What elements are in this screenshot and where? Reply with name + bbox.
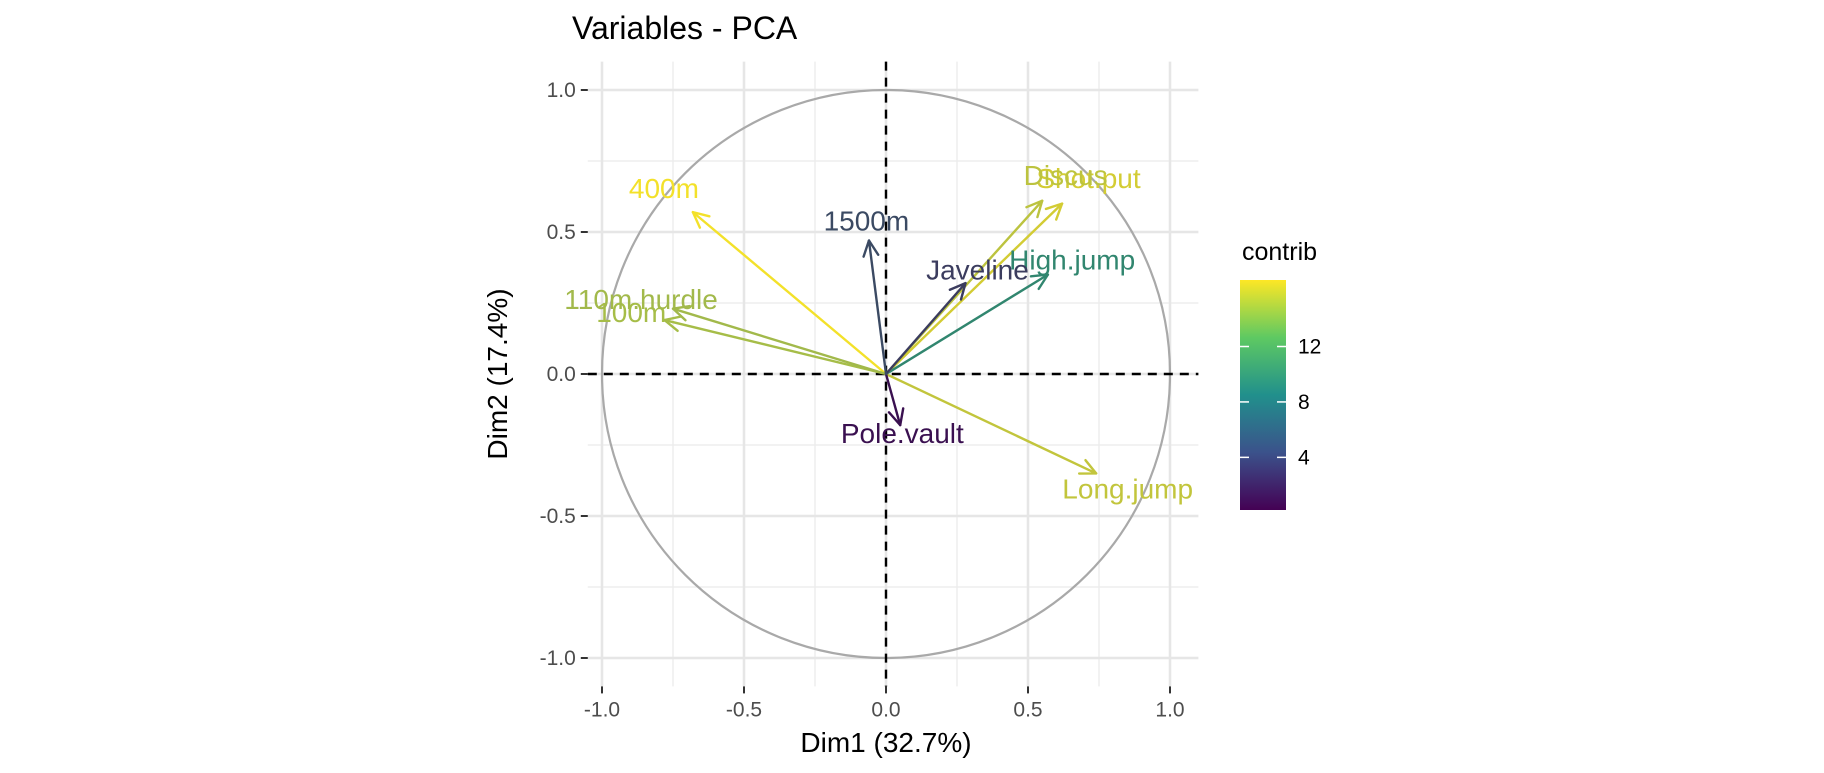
y-tick-label: 0.0	[547, 363, 576, 386]
variable-label-1500m: 1500m	[824, 205, 910, 236]
variable-label-discus: Discus	[1024, 160, 1108, 191]
y-tick-label: -0.5	[540, 505, 576, 528]
chart-title: Variables - PCA	[572, 10, 798, 46]
variable-arrow-shot-put	[884, 202, 1064, 376]
variable-label-400m: 400m	[629, 173, 699, 204]
variable-arrow-110m-hurdle	[671, 304, 888, 376]
legend-tick-label: 8	[1298, 391, 1310, 414]
axes-layer: -1.0 -0.5 0.0 0.5 1.0 -1.0 -0.5 0.0 0.5 1.0	[540, 79, 1185, 721]
legend-tick-label: 12	[1298, 336, 1321, 359]
variable-arrow-100m	[663, 315, 888, 376]
y-tick-label: -1.0	[540, 647, 576, 670]
x-axis-title: Dim1 (32.7%)	[800, 727, 971, 758]
y-tick-label: 1.0	[547, 79, 576, 102]
variable-label-110m-hurdle: 110m.hurdle	[564, 284, 718, 315]
variable-arrow-1500m	[862, 239, 888, 376]
x-tick-label: -0.5	[726, 698, 762, 721]
variable-arrows-layer	[663, 199, 1098, 475]
variable-arrow-long-jump	[884, 372, 1098, 475]
x-tick-label: -1.0	[584, 698, 620, 721]
y-tick-label: 0.5	[547, 221, 576, 244]
y-axis-title: Dim2 (17.4%)	[482, 288, 513, 459]
variable-labels-layer: 100m Long.jump Shot.put High.jump 400m 110m.h…	[564, 160, 1193, 505]
x-tick-label: 0.0	[871, 698, 900, 721]
variable-label-long-jump: Long.jump	[1062, 473, 1193, 504]
variable-arrow-pole-vault	[884, 372, 905, 427]
variable-label-100m: 100m	[596, 297, 666, 328]
variable-arrow-high-jump	[884, 273, 1050, 376]
legend-title: contrib	[1242, 238, 1317, 266]
legend-colorbar	[1240, 280, 1286, 510]
variable-label-pole-vault: Pole.vault	[841, 418, 964, 449]
legend: contrib 4 8 12	[1240, 238, 1321, 510]
variable-label-shot-put: Shot.put	[1036, 163, 1141, 194]
legend-tick-label: 4	[1298, 446, 1310, 469]
variable-arrow-javeline	[884, 281, 967, 376]
x-tick-label: 0.5	[1013, 698, 1042, 721]
x-tick-label: 1.0	[1155, 698, 1184, 721]
variable-label-javeline: Javeline	[926, 254, 1029, 285]
variable-arrow-400m	[691, 210, 888, 376]
variable-label-high-jump: High.jump	[1009, 245, 1135, 276]
